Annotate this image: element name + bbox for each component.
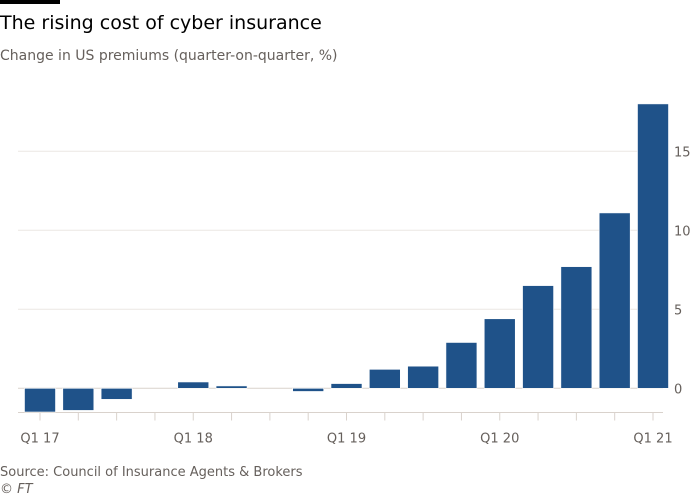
y-tick-label: 5 xyxy=(674,303,682,318)
bar-q2-17 xyxy=(62,387,95,411)
bar-q2-20 xyxy=(522,285,554,389)
x-tick-label: Q1 18 xyxy=(174,432,213,447)
x-tick-label: Q1 19 xyxy=(327,432,366,447)
x-tick-label: Q1 21 xyxy=(633,432,672,447)
bar-q4-18 xyxy=(292,387,324,392)
bar-q4-19 xyxy=(445,342,478,389)
y-tick: 15 xyxy=(18,145,691,160)
brand-bar xyxy=(0,0,60,4)
bar-chart: 0 5 10 15 Q1 17 Q1 18 Q1 19 Q1 20 Q1 21 xyxy=(18,103,691,447)
y-tick-label: 0 xyxy=(674,382,682,397)
y-tick-label: 15 xyxy=(674,145,691,160)
bar-q2-19 xyxy=(369,369,401,389)
chart-subtitle: Change in US premiums (quarter-on-quarte… xyxy=(0,48,338,64)
bar-q3-19 xyxy=(407,365,439,389)
y-tick: 5 xyxy=(18,303,682,318)
bar-q1-18 xyxy=(177,381,210,389)
credit: © FT xyxy=(0,482,33,497)
bar-q3-17 xyxy=(100,387,133,400)
x-tick-label: Q1 20 xyxy=(480,432,519,447)
y-tick-label: 10 xyxy=(674,224,691,239)
bar-q4-20 xyxy=(598,212,631,389)
bar-q2-18 xyxy=(215,385,248,389)
bar-q1-20 xyxy=(483,318,516,389)
y-tick: 10 xyxy=(18,224,691,239)
x-tick-label: Q1 17 xyxy=(20,432,59,447)
chart-title: The rising cost of cyber insurance xyxy=(0,12,322,34)
source-note: Source: Council of Insurance Agents & Br… xyxy=(0,465,303,480)
bar-q1-21 xyxy=(637,103,669,389)
bar-q1-19 xyxy=(330,383,363,389)
bar-q1-17 xyxy=(24,387,56,413)
bar-q3-20 xyxy=(560,266,593,389)
